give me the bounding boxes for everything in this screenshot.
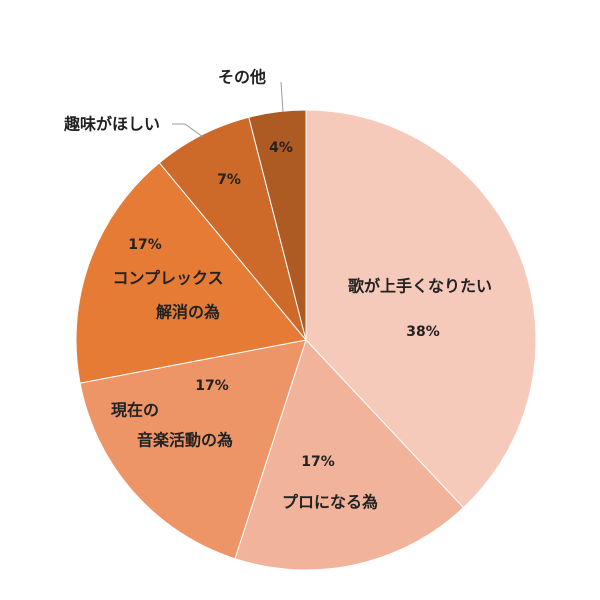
value-label: 7%: [217, 172, 241, 188]
slice-label: コンプレックス: [112, 269, 223, 288]
pie-slice: [79, 339, 307, 560]
value-label: 17%: [195, 378, 229, 394]
slice-label: 解消の為: [156, 303, 220, 322]
slice-label: プロになる為: [282, 493, 378, 512]
pie-slice: [75, 162, 307, 384]
slice-label: 音楽活動の為: [137, 431, 233, 450]
value-label: 17%: [128, 237, 162, 253]
slice-label: 歌が上手くなりたい: [348, 277, 492, 296]
pie-slice: [158, 116, 307, 341]
pie-slice: [234, 339, 465, 571]
value-label: 4%: [269, 140, 293, 156]
slice-label: 現在の: [111, 401, 159, 420]
pie-slice: [248, 109, 307, 341]
leader-line: [280, 81, 284, 113]
value-label: 38%: [406, 324, 440, 340]
slice-label: その他: [218, 68, 266, 87]
leader-line: [172, 123, 204, 138]
pie-slice: [305, 109, 537, 509]
slice-label: 趣味がほしい: [63, 115, 160, 134]
value-label: 17%: [301, 454, 335, 470]
